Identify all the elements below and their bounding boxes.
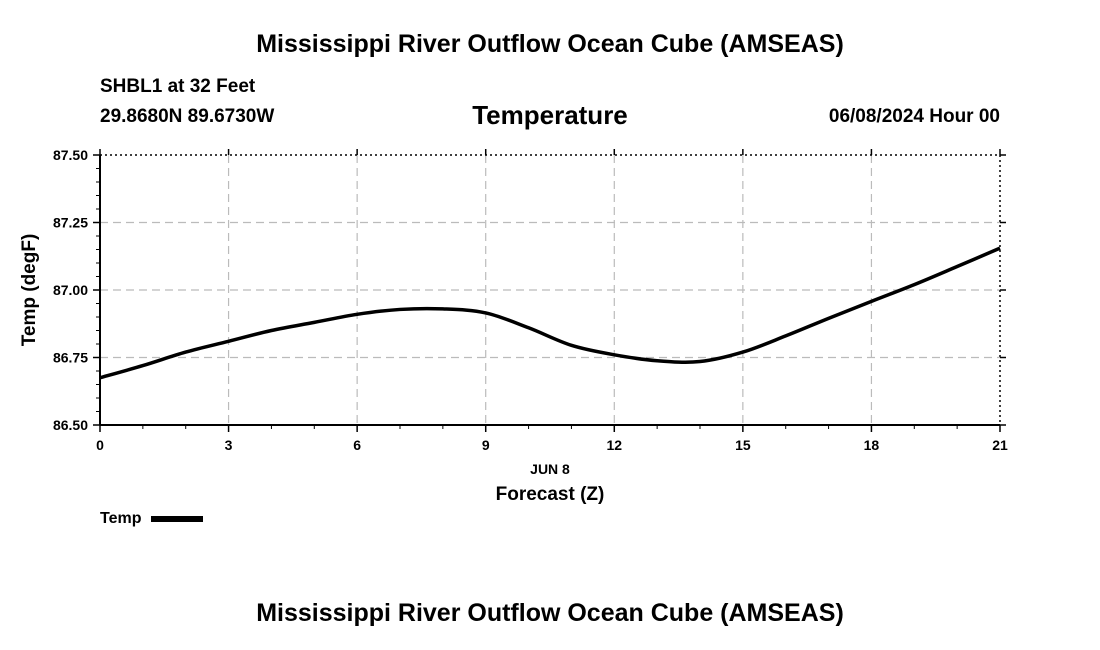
legend: Temp — [100, 510, 204, 528]
forecast-datetime: 06/08/2024 Hour 00 — [828, 106, 1000, 127]
x-tick-label: 9 — [482, 437, 490, 453]
ticks: 0 3 6 9 12 15 18 21 86.50 86.75 87.00 87.25 87.50 — [53, 147, 1008, 453]
temp-series-line — [99, 246, 1001, 380]
station-label: SHBL1 at 32 Feet — [100, 76, 256, 97]
coordinates-label: 29.8680N 89.6730W — [100, 106, 275, 127]
footer-title: Mississippi River Outflow Ocean Cube (AM… — [256, 599, 844, 627]
x-tick-label: 6 — [353, 437, 361, 453]
x-tick-label: 18 — [864, 437, 880, 453]
y-tick-label: 87.50 — [53, 147, 88, 163]
x-axis-label: Forecast (Z) — [496, 484, 605, 505]
legend-label: Temp — [100, 510, 142, 527]
legend-swatch — [151, 516, 204, 522]
y-tick-label: 86.75 — [53, 350, 88, 366]
y-axis-label: Temp (degF) — [19, 234, 40, 347]
x-tick-label: 15 — [735, 437, 751, 453]
grid — [100, 155, 1000, 425]
x-tick-label: 21 — [992, 437, 1008, 453]
chart-title: Temperature — [472, 100, 628, 130]
y-tick-label: 86.50 — [53, 417, 88, 433]
x-tick-label: 12 — [606, 437, 622, 453]
x-tick-label: 3 — [225, 437, 233, 453]
x-axis-date-label: JUN 8 — [530, 461, 570, 477]
x-tick-label: 0 — [96, 437, 104, 453]
page-title: Mississippi River Outflow Ocean Cube (AM… — [256, 30, 844, 58]
series-layer — [99, 246, 1001, 380]
y-tick-label: 87.25 — [53, 215, 88, 231]
y-tick-label: 87.00 — [53, 282, 88, 298]
